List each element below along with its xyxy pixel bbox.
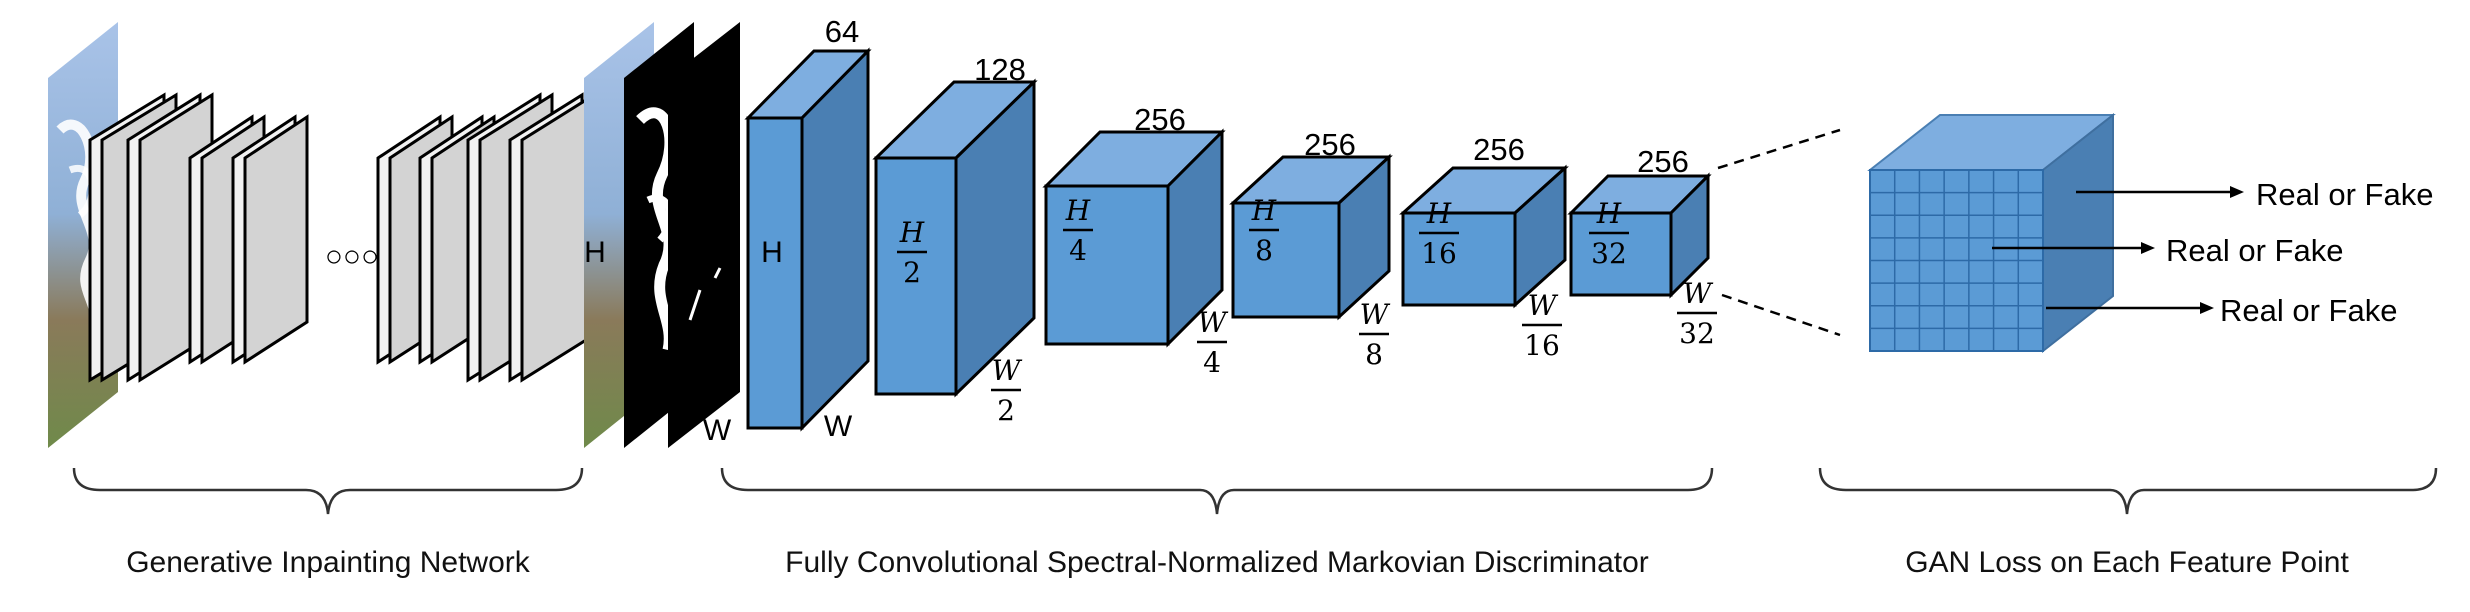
height-fraction: H4 <box>1063 194 1093 267</box>
channel-label: 256 <box>1134 102 1186 137</box>
brace-gan-loss <box>1818 467 2438 515</box>
channel-label: 256 <box>1637 144 1689 179</box>
width-fraction-numerator: W <box>1360 298 1391 331</box>
width-fraction: W8 <box>1359 298 1391 371</box>
output-arrows: Real or Fake Real or Fake Real or Fake <box>1992 177 2433 328</box>
height-fraction-numerator: H <box>1426 197 1452 230</box>
conv-layer-6: 256 H 32 W 32 <box>1567 144 1717 350</box>
height-label: H <box>761 236 783 269</box>
height-fraction-numerator: H <box>1251 194 1277 227</box>
width-fraction-denominator: 16 <box>1524 329 1560 362</box>
brace-discriminator <box>720 467 1714 515</box>
height-fraction: H 16 <box>1419 197 1459 270</box>
generator-plate <box>508 92 596 383</box>
mask-image <box>668 22 740 448</box>
width-label: W <box>824 410 853 443</box>
height-fraction-denominator: 8 <box>1255 234 1273 267</box>
width-fraction: W4 <box>1197 306 1229 379</box>
projection-line-top <box>1717 128 1841 170</box>
height-fraction: H8 <box>1249 194 1279 267</box>
conv-layer-front <box>1044 184 1170 346</box>
conv-layer-front <box>1401 211 1517 307</box>
width-fraction-denominator: 2 <box>997 394 1015 427</box>
input-height-label: H <box>584 236 606 269</box>
width-fraction-denominator: 8 <box>1365 338 1383 371</box>
channel-label: 256 <box>1473 132 1525 167</box>
generator-layers: ○○○ <box>88 92 596 383</box>
width-fraction-denominator: 4 <box>1203 346 1221 379</box>
width-fraction-numerator: W <box>1198 306 1229 339</box>
caption-generator: Generative Inpainting Network <box>126 546 531 579</box>
channel-label: 256 <box>1304 127 1356 162</box>
output-label: Real or Fake <box>2220 293 2397 328</box>
output-label: Real or Fake <box>2256 177 2433 212</box>
generator-ellipsis: ○○○ <box>325 240 379 273</box>
height-fraction-numerator: H <box>1065 194 1091 227</box>
width-fraction: W 16 <box>1522 289 1562 362</box>
height-fraction-numerator: H <box>1596 197 1622 230</box>
projection-lines <box>1717 128 1841 337</box>
channel-label: 64 <box>825 14 859 49</box>
feature-grid <box>1870 170 2043 351</box>
brace-generator <box>72 467 584 515</box>
conv-layer-front <box>1569 211 1673 297</box>
conv-layer-1: 64 H W <box>744 14 872 443</box>
conv-layer-front <box>746 116 804 430</box>
height-fraction-denominator: 2 <box>903 256 921 289</box>
width-fraction: W2 <box>991 354 1023 427</box>
output-arrow <box>1992 242 2155 254</box>
width-fraction-numerator: W <box>1683 277 1714 310</box>
height-fraction-denominator: 4 <box>1069 234 1087 267</box>
input-width-label: W <box>703 414 732 447</box>
channel-label: 128 <box>974 52 1026 87</box>
generator-plate <box>231 114 309 365</box>
width-fraction-numerator: W <box>1528 289 1559 322</box>
discriminator-layers: 64HW128H2W2256H4W4256H8W8256H16W16256H32… <box>744 14 1717 443</box>
discriminator-input: H W <box>584 22 740 448</box>
height-fraction-denominator: 32 <box>1591 237 1627 270</box>
width-fraction-denominator: 32 <box>1679 317 1715 350</box>
output-arrow <box>2076 186 2244 198</box>
braces <box>72 467 2438 515</box>
output-label: Real or Fake <box>2166 233 2343 268</box>
height-fraction-denominator: 16 <box>1421 237 1457 270</box>
projection-line-bottom <box>1721 293 1841 337</box>
feature-cube <box>1867 112 2116 354</box>
height-fraction-numerator: H <box>899 216 925 249</box>
caption-discriminator: Fully Convolutional Spectral-Normalized … <box>785 546 1649 579</box>
conv-layer-5: 256 H 16 W 16 <box>1399 132 1569 362</box>
height-fraction: H 32 <box>1589 197 1629 270</box>
caption-gan-loss: GAN Loss on Each Feature Point <box>1905 546 2349 579</box>
height-fraction: H2 <box>897 216 927 289</box>
output-arrow <box>2046 302 2214 314</box>
width-fraction-numerator: W <box>992 354 1023 387</box>
conv-layer-side <box>800 47 870 432</box>
conv-layer-front <box>1231 201 1341 319</box>
conv-layer-front <box>874 156 958 396</box>
width-fraction: W 32 <box>1677 277 1717 350</box>
